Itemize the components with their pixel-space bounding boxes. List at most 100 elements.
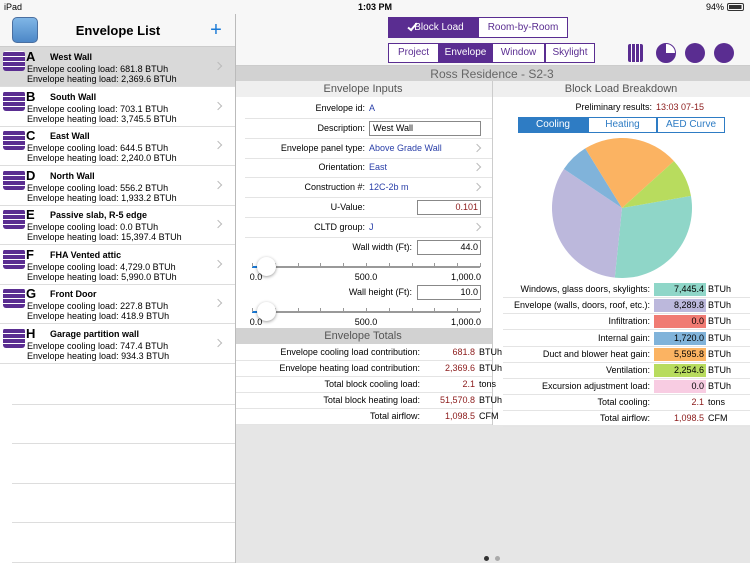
tab-label[interactable]: AED Curve [665,119,717,130]
info-icon[interactable] [685,43,705,63]
separator [236,376,492,377]
total-label: Total block heating load: [323,395,420,405]
pie-slice [585,138,674,208]
slider-tick [366,308,367,312]
slider-knob[interactable] [257,257,276,276]
breakdown-label: Infiltration: [608,316,650,327]
tab-label[interactable]: Envelope [444,47,487,58]
text-field[interactable] [417,200,481,215]
text-field[interactable] [417,240,481,255]
breakdown-unit: BTUh [708,348,732,359]
calculator-icon[interactable] [628,44,643,62]
total-label: Total airflow: [599,413,650,423]
separator [12,561,235,563]
value-swatch [654,283,706,296]
item-heating: Envelope heating load: 15,397.4 BTUh [27,232,182,242]
separator [236,424,492,425]
mode-label[interactable]: Room-by-Room [487,21,559,33]
text-field[interactable] [417,285,481,300]
slider-knob[interactable] [257,302,276,321]
field-label: Description: [317,122,365,133]
clock: 1:03 PM [357,2,393,12]
total-unit: tons [708,397,726,407]
slider-value: 44.0 [460,242,478,252]
tab-label[interactable]: Window [500,47,537,58]
item-name: East Wall [50,131,90,141]
item-heating: Envelope heating load: 934.3 BTUh [27,350,170,361]
pie-slice [622,161,691,208]
tab-segment[interactable] [388,43,439,63]
item-name: Front Door [50,289,97,299]
item-letter: D [26,167,36,183]
separator [503,329,750,331]
tab-label[interactable]: Heating [605,119,640,130]
text-field[interactable] [369,120,481,136]
separator [0,244,235,245]
project-title: Ross Residence - S2-3 [430,66,554,81]
slider-tick [411,263,413,267]
pie-slice [552,169,622,278]
tab-segment[interactable] [439,43,492,63]
list-item[interactable] [0,47,235,87]
slider-tick [252,263,253,267]
breakdown-tab[interactable] [657,117,725,133]
section-title: Block Load Breakdown [564,83,678,95]
help-icon[interactable] [714,43,734,63]
item-heating: Envelope heating load: 418.9 BTUh [27,311,170,321]
breakdown-value: 5,595.8 [673,348,704,359]
slider-tick-label: 0.0 [249,317,263,327]
mode-segment[interactable] [388,17,478,38]
item-letter: E [26,207,35,222]
breakdown-unit: BTUh [708,316,732,327]
tab-label[interactable]: Project [397,47,430,58]
slider-tick [366,263,367,267]
separator [12,443,235,444]
tab-label[interactable]: Cooling [536,119,570,130]
separator [503,426,750,427]
mode-segment[interactable] [478,17,568,38]
item-cooling: Envelope cooling load: 703.1 BTUh [27,103,169,114]
battery-icon [727,3,744,11]
breakdown-tab[interactable] [518,117,588,133]
tab-segment[interactable] [492,43,545,63]
separator [0,362,235,364]
tab-label[interactable]: Skylight [552,47,588,58]
breakdown-tab[interactable] [588,117,657,133]
breakdown-label: Excursion adjustment load: [541,381,650,392]
total-value: 2,369.6 [444,363,475,373]
slider-tick [457,263,459,267]
separator [503,410,750,411]
app-icon [12,17,38,43]
pie-icon[interactable] [656,43,676,63]
mode-label[interactable]: Block Load [414,21,464,33]
total-unit: BTUh [479,347,503,357]
breakdown-value: 2,254.6 [673,365,704,375]
separator [245,236,492,238]
tab-segment[interactable] [545,43,595,63]
field-value: Above Grade Wall [369,142,442,153]
page-dot [495,556,500,561]
slider-value: 10.0 [460,287,478,297]
separator [503,394,750,396]
slider-tick [388,308,390,312]
total-value: 681.8 [452,347,475,357]
preliminary-label: Preliminary results: [575,102,652,112]
item-cooling: Envelope cooling load: 227.8 BTUh [27,301,169,311]
separator [503,313,750,315]
slider-tick [320,308,322,312]
pie-slice [563,148,622,208]
slider-tick [297,263,299,267]
value-swatch [654,331,706,345]
item-name: Garage partition wall [50,328,140,339]
total-value: 2.1 [462,379,475,389]
add-button[interactable]: + [210,19,222,41]
preliminary-value: 13:03 07-15 [656,102,705,112]
total-unit: tons [479,379,497,389]
total-label: Envelope cooling load contribution: [280,347,420,357]
brick-icon [3,169,25,190]
slider-tick [343,263,345,267]
breakdown-value: 7,445.4 [673,284,704,294]
total-label: Envelope heating load contribution: [279,363,420,373]
item-cooling: Envelope cooling load: 747.4 BTUh [27,340,169,351]
separator [245,118,492,119]
